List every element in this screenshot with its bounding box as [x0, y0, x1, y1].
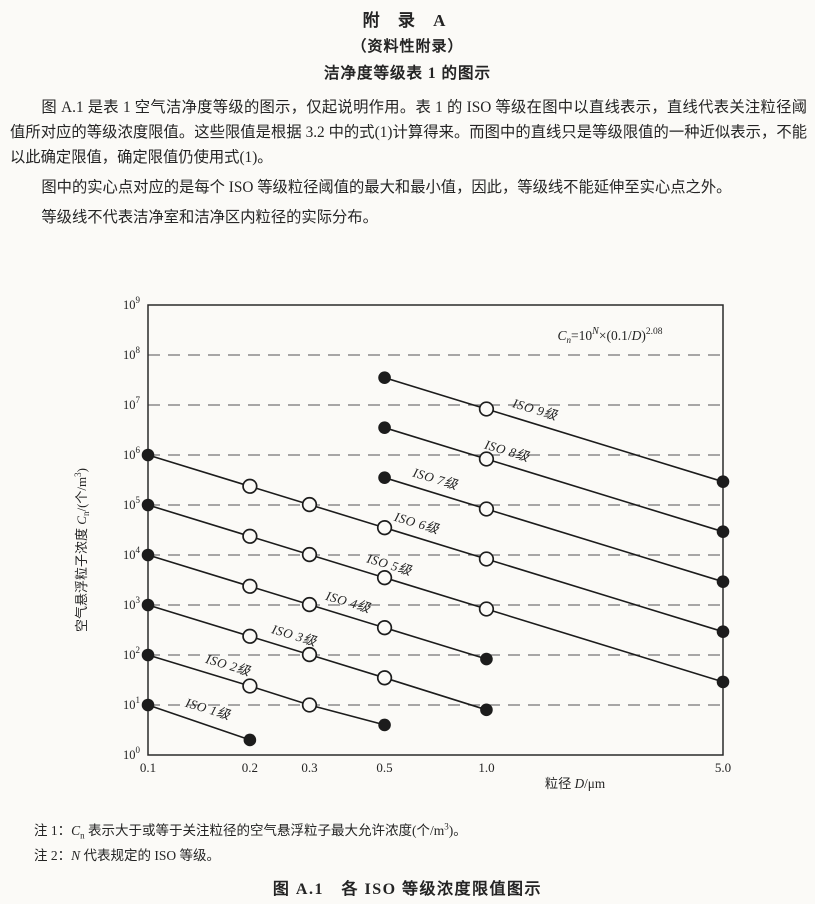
paragraph-3: 等级线不代表洁净室和洁净区内粒径的实际分布。	[41, 209, 378, 226]
x-tick-label: 0.3	[301, 760, 317, 775]
x-tick-label: 0.5	[376, 760, 392, 775]
y-tick-label: 100	[123, 745, 141, 762]
note-1-prefix: 注 1：	[34, 823, 72, 838]
note-2-variable: N	[71, 848, 81, 863]
iso-class-line	[147, 654, 385, 726]
data-point-solid	[716, 475, 730, 488]
note-2: 注 2：N 代表规定的 ISO 等级。	[34, 844, 220, 864]
data-point-open	[376, 520, 393, 536]
data-point-open	[376, 670, 393, 686]
body-text: 图 A.1 是表 1 空气洁净度等级的图示，仅起说明作用。表 1 的 ISO 等…	[10, 95, 807, 230]
iso-class-line	[147, 454, 724, 633]
data-point-open	[376, 570, 393, 586]
data-point-solid	[716, 575, 730, 588]
appendix-title: 附 录 A	[362, 11, 453, 30]
y-tick-label: 105	[123, 495, 141, 512]
note-2-prefix: 注 2：	[34, 848, 72, 863]
appendix-heading: 洁净度等级表 1 的图示	[323, 65, 491, 82]
data-point-solid	[378, 718, 391, 732]
data-point-solid	[141, 648, 155, 662]
data-point-solid	[378, 471, 391, 484]
data-point-open	[242, 528, 258, 544]
data-point-open	[242, 578, 258, 594]
data-point-solid	[141, 598, 155, 612]
y-tick-label: 107	[123, 395, 141, 412]
formula: Cn=10N×(0.1/D)2.08	[558, 326, 663, 345]
iso-class-label: ISO 1级	[183, 695, 233, 723]
data-point-solid	[141, 498, 155, 512]
data-point-solid	[378, 371, 391, 384]
iso-class-line	[147, 604, 487, 711]
iso-class-line	[147, 504, 724, 683]
data-point-open	[301, 697, 318, 713]
iso-class-line	[384, 376, 724, 483]
y-axis-title: 空气悬浮粒子浓度 Cn/(个/m3)	[73, 468, 91, 632]
data-point-open	[478, 551, 495, 567]
y-tick-label: 106	[123, 445, 141, 462]
data-point-solid	[716, 525, 730, 538]
data-point-open	[301, 646, 318, 663]
data-point-open	[242, 478, 258, 494]
data-point-open	[478, 401, 495, 417]
data-point-solid	[243, 733, 257, 747]
note-1-subscript: n	[80, 830, 85, 841]
paragraph-1: 图 A.1 是表 1 空气洁净度等级的图示，仅起说明作用。表 1 的 ISO 等…	[10, 99, 807, 166]
y-tick-label: 101	[123, 695, 140, 712]
note-2-body: 代表规定的 ISO 等级。	[80, 848, 221, 863]
x-tick-label: 0.1	[140, 760, 156, 775]
data-point-solid	[141, 548, 155, 562]
data-point-open	[478, 501, 495, 517]
y-tick-label: 108	[123, 345, 141, 362]
data-point-solid	[716, 625, 730, 638]
y-tick-label: 103	[123, 595, 141, 612]
data-point-open	[301, 596, 318, 613]
note-1: 注 1：Cn 表示大于或等于关注粒径的空气悬浮粒子最大允许浓度(个/m3)。	[34, 819, 467, 841]
note-1-superscript: 3	[444, 821, 449, 832]
data-point-solid	[480, 652, 493, 666]
data-point-open	[478, 451, 495, 467]
x-tick-label: 0.2	[242, 760, 258, 775]
note-1-suffix: )。	[448, 823, 467, 838]
iso-class-concentration-chart: 100 101 102 103 104 105 106 107 108 109 0.1 0.2 0.3 0…	[73, 295, 731, 791]
note-1-variable: C	[71, 823, 81, 838]
y-tick-label: 109	[123, 295, 141, 312]
data-point-open	[301, 496, 318, 513]
y-tick-label: 104	[123, 545, 141, 562]
data-point-open	[301, 546, 318, 563]
y-tick-label: 102	[123, 645, 140, 662]
iso-class-line	[147, 554, 487, 660]
figure-caption: 图 A.1 各 ISO 等级浓度限值图示	[272, 881, 543, 898]
data-point-solid	[480, 703, 493, 717]
x-axis-title: 粒径 D/μm	[545, 776, 606, 791]
data-point-open	[242, 678, 258, 694]
data-point-solid	[141, 698, 155, 712]
data-point-solid	[716, 675, 730, 689]
data-point-open	[376, 620, 393, 636]
iso-class-line	[147, 704, 251, 741]
data-point-solid	[378, 421, 391, 434]
note-1-body: 表示大于或等于关注粒径的空气悬浮粒子最大允许浓度(个/m	[84, 823, 445, 838]
appendix-subtitle: （资料性附录）	[351, 39, 464, 55]
x-tick-label: 1.0	[478, 760, 494, 775]
paragraph-2: 图中的实心点对应的是每个 ISO 等级粒径阈值的最大和最小值，因此，等级线不能延…	[41, 179, 732, 196]
data-point-open	[478, 601, 495, 617]
data-point-open	[242, 628, 258, 644]
x-tick-label: 5.0	[715, 760, 731, 775]
data-point-solid	[141, 448, 155, 462]
